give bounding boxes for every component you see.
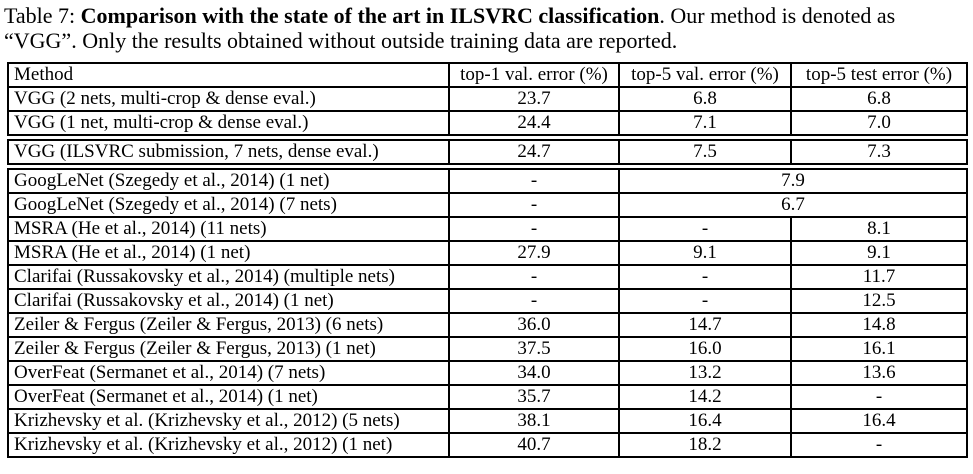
top1-cell: 23.7 (448, 86, 620, 112)
top5-test-cell: 8.1 (790, 216, 968, 242)
col-header-top5-test-error: top-5 test error (%) (790, 62, 968, 88)
top5-test-cell: - (790, 384, 968, 410)
top5-val-cell: 7.5 (618, 139, 792, 165)
top5-val-cell: - (618, 288, 792, 314)
top5-test-cell: 7.3 (790, 139, 968, 165)
method-cell: Zeiler & Fergus (Zeiler & Fergus, 2013) … (7, 312, 450, 338)
table-row-vgg-submission: VGG (ILSVRC submission, 7 nets, dense ev… (7, 139, 968, 165)
caption-rest: . Our method is denoted as “VGG”. Only t… (4, 3, 896, 53)
method-cell: MSRA (He et al., 2014) (1 net) (7, 240, 450, 266)
results-table: Method top-1 val. error (%) top-5 val. e… (7, 62, 968, 458)
top1-cell: 35.7 (448, 384, 620, 410)
top5-merged-cell: 7.9 (618, 168, 968, 194)
top5-val-cell: 13.2 (618, 360, 792, 386)
top5-val-cell: - (618, 264, 792, 290)
top5-test-cell: 13.6 (790, 360, 968, 386)
method-cell: Clarifai (Russakovsky et al., 2014) (mul… (7, 264, 450, 290)
top5-val-cell: 6.8 (618, 86, 792, 112)
table-row-vgg-2nets: VGG (2 nets, multi-crop & dense eval.) 2… (7, 86, 968, 112)
top5-test-cell: 7.0 (790, 110, 968, 136)
top5-test-cell: 14.8 (790, 312, 968, 338)
col-header-top5-val-error: top-5 val. error (%) (618, 62, 792, 88)
table-row-zeiler-fergus-1net: Zeiler & Fergus (Zeiler & Fergus, 2013) … (7, 336, 968, 362)
col-header-method: Method (7, 62, 450, 88)
top5-test-cell: 6.8 (790, 86, 968, 112)
table-group-vgg: Method top-1 val. error (%) top-5 val. e… (7, 62, 968, 136)
top5-test-cell: - (790, 432, 968, 458)
col-header-top1-val-error: top-1 val. error (%) (448, 62, 620, 88)
top1-cell: 38.1 (448, 408, 620, 434)
top5-val-cell: 16.0 (618, 336, 792, 362)
top5-val-cell: 9.1 (618, 240, 792, 266)
top5-merged-cell: 6.7 (618, 192, 968, 218)
top5-val-cell: 18.2 (618, 432, 792, 458)
top1-cell: 37.5 (448, 336, 620, 362)
method-cell: VGG (2 nets, multi-crop & dense eval.) (7, 86, 450, 112)
method-cell: Krizhevsky et al. (Krizhevsky et al., 20… (7, 408, 450, 434)
method-cell: GoogLeNet (Szegedy et al., 2014) (1 net) (7, 168, 450, 194)
top5-val-cell: 16.4 (618, 408, 792, 434)
top1-cell: - (448, 288, 620, 314)
method-cell: OverFeat (Sermanet et al., 2014) (1 net) (7, 384, 450, 410)
table-row-overfeat-7nets: OverFeat (Sermanet et al., 2014) (7 nets… (7, 360, 968, 386)
table-row-googlenet-7nets: GoogLeNet (Szegedy et al., 2014) (7 nets… (7, 192, 968, 218)
table-group-vgg-submission: VGG (ILSVRC submission, 7 nets, dense ev… (7, 139, 968, 165)
caption-title: Comparison with the state of the art in … (80, 3, 660, 28)
method-cell: Clarifai (Russakovsky et al., 2014) (1 n… (7, 288, 450, 314)
table-row-zeiler-fergus-6nets: Zeiler & Fergus (Zeiler & Fergus, 2013) … (7, 312, 968, 338)
top5-test-cell: 11.7 (790, 264, 968, 290)
top5-val-cell: - (618, 216, 792, 242)
top5-test-cell: 9.1 (790, 240, 968, 266)
top1-cell: 40.7 (448, 432, 620, 458)
header-row: Method top-1 val. error (%) top-5 val. e… (7, 62, 968, 88)
table-row-krizhevsky-5nets: Krizhevsky et al. (Krizhevsky et al., 20… (7, 408, 968, 434)
top5-val-cell: 14.7 (618, 312, 792, 338)
method-cell: GoogLeNet (Szegedy et al., 2014) (7 nets… (7, 192, 450, 218)
top1-cell: 36.0 (448, 312, 620, 338)
top5-val-cell: 14.2 (618, 384, 792, 410)
top5-test-cell: 16.1 (790, 336, 968, 362)
top1-cell: - (448, 264, 620, 290)
top5-test-cell: 16.4 (790, 408, 968, 434)
method-cell: VGG (ILSVRC submission, 7 nets, dense ev… (7, 139, 450, 165)
top1-cell: 24.7 (448, 139, 620, 165)
table-row-vgg-1net: VGG (1 net, multi-crop & dense eval.) 24… (7, 110, 968, 136)
table-group-other-methods: GoogLeNet (Szegedy et al., 2014) (1 net)… (7, 168, 968, 458)
table-row-googlenet-1net: GoogLeNet (Szegedy et al., 2014) (1 net)… (7, 168, 968, 194)
table-caption: Table 7: Comparison with the state of th… (4, 3, 969, 53)
method-cell: VGG (1 net, multi-crop & dense eval.) (7, 110, 450, 136)
table-row-msra-11nets: MSRA (He et al., 2014) (11 nets) - - 8.1 (7, 216, 968, 242)
table-row-msra-1net: MSRA (He et al., 2014) (1 net) 27.9 9.1 … (7, 240, 968, 266)
top1-cell: 34.0 (448, 360, 620, 386)
top1-cell: - (448, 168, 620, 194)
method-cell: MSRA (He et al., 2014) (11 nets) (7, 216, 450, 242)
top1-cell: - (448, 216, 620, 242)
method-cell: Krizhevsky et al. (Krizhevsky et al., 20… (7, 432, 450, 458)
table-row-overfeat-1net: OverFeat (Sermanet et al., 2014) (1 net)… (7, 384, 968, 410)
method-cell: OverFeat (Sermanet et al., 2014) (7 nets… (7, 360, 450, 386)
table-row-clarifai-multiple-nets: Clarifai (Russakovsky et al., 2014) (mul… (7, 264, 968, 290)
top1-cell: 27.9 (448, 240, 620, 266)
table-row-clarifai-1net: Clarifai (Russakovsky et al., 2014) (1 n… (7, 288, 968, 314)
top5-test-cell: 12.5 (790, 288, 968, 314)
caption-prefix: Table 7: (4, 3, 81, 28)
table-row-krizhevsky-1net: Krizhevsky et al. (Krizhevsky et al., 20… (7, 432, 968, 458)
top1-cell: 24.4 (448, 110, 620, 136)
top5-val-cell: 7.1 (618, 110, 792, 136)
method-cell: Zeiler & Fergus (Zeiler & Fergus, 2013) … (7, 336, 450, 362)
top1-cell: - (448, 192, 620, 218)
